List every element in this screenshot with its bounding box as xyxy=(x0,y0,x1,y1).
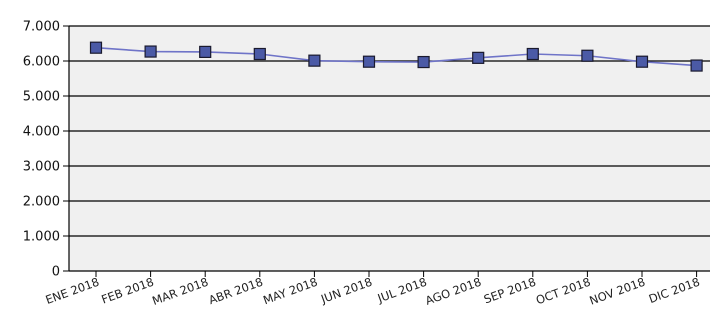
series-group xyxy=(89,41,703,72)
x-tick-label-9: OCT 2018 xyxy=(534,275,592,308)
y-axis-ticks: 0 1.000 2.000 3.000 4.000 5.000 6.000 7.000 xyxy=(23,20,69,280)
x-tick-label-1: FEB 2018 xyxy=(99,275,155,307)
x-tick-label-5: JUN 2018 xyxy=(318,275,374,307)
x-tick-label-11: DIC 2018 xyxy=(647,275,702,306)
data-point-11 xyxy=(690,59,703,72)
y-tick-label-2: 2.000 xyxy=(23,195,60,210)
x-tick-label-4: MAY 2018 xyxy=(261,275,319,308)
series-line-0 xyxy=(95,46,697,67)
data-point-3 xyxy=(253,47,266,61)
y-tick-label-6: 6.000 xyxy=(23,55,60,70)
data-point-8 xyxy=(526,47,539,61)
y-tick-label-4: 4.000 xyxy=(23,125,60,140)
data-point-0 xyxy=(89,41,103,54)
y-tick-label-7: 7.000 xyxy=(23,20,60,35)
x-tick-label-2: MAR 2018 xyxy=(150,275,210,308)
x-tick-label-10: NOV 2018 xyxy=(588,275,648,308)
data-point-1 xyxy=(144,45,157,58)
y-tick-label-0: 0 xyxy=(52,265,60,280)
data-point-2 xyxy=(199,45,212,59)
grid-lines xyxy=(69,25,710,237)
x-tick-label-0: ENE 2018 xyxy=(44,275,101,307)
data-point-6 xyxy=(417,55,430,69)
x-tick-label-3: ABR 2018 xyxy=(207,275,265,308)
y-tick-label-3: 3.000 xyxy=(23,160,60,175)
data-point-5 xyxy=(362,55,376,68)
plot-area xyxy=(69,26,710,271)
x-tick-label-7: AGO 2018 xyxy=(423,275,483,308)
data-point-4 xyxy=(308,54,321,67)
data-point-10 xyxy=(635,55,649,68)
x-tick-label-8: SEP 2018 xyxy=(482,275,538,307)
x-tick-label-6: JUL 2018 xyxy=(375,275,429,306)
data-point-9 xyxy=(581,49,594,62)
data-point-7 xyxy=(472,51,485,64)
y-tick-label-1: 1.000 xyxy=(23,230,60,245)
y-tick-label-5: 5.000 xyxy=(23,90,60,105)
